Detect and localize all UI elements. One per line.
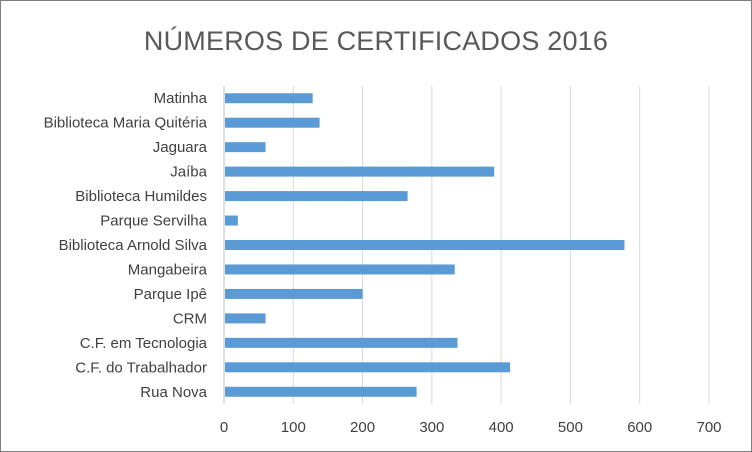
x-tick-label: 200 — [350, 419, 375, 436]
x-tick-label: 600 — [627, 419, 652, 436]
bar — [225, 264, 455, 275]
bar — [225, 117, 320, 128]
category-label: Biblioteca Humildes — [75, 188, 207, 205]
bar — [225, 288, 363, 299]
x-tick-label: 500 — [558, 419, 583, 436]
category-label: C.F. do Trabalhador — [75, 359, 207, 376]
bar — [225, 215, 238, 226]
category-label: Rua Nova — [140, 384, 207, 401]
category-label: Parque Servilha — [100, 213, 207, 230]
x-tick-label: 0 — [220, 419, 228, 436]
bar — [225, 93, 313, 104]
category-label: Matinha — [154, 90, 208, 107]
bar — [225, 313, 266, 324]
category-label: Mangabeira — [128, 261, 208, 278]
bar — [225, 191, 408, 202]
chart-title: NÚMEROS DE CERTIFICADOS 2016 — [143, 26, 609, 56]
bar — [225, 240, 625, 250]
x-tick-label: 300 — [419, 419, 444, 436]
bar — [225, 166, 495, 177]
bar — [225, 337, 458, 348]
category-label: Biblioteca Arnold Silva — [59, 237, 208, 254]
bar — [225, 386, 417, 397]
category-label: Jaguara — [153, 139, 208, 156]
category-label: CRM — [173, 310, 207, 327]
category-label: C.F. em Tecnologia — [80, 335, 208, 352]
x-tick-label: 100 — [281, 419, 306, 436]
bar — [225, 362, 511, 373]
x-tick-label: 700 — [696, 419, 721, 436]
category-label: Biblioteca Maria Quitéria — [44, 115, 208, 132]
bar — [225, 142, 266, 153]
x-tick-label: 400 — [489, 419, 514, 436]
category-label: Parque Ipê — [134, 286, 207, 303]
category-label: Jaíba — [170, 164, 207, 181]
